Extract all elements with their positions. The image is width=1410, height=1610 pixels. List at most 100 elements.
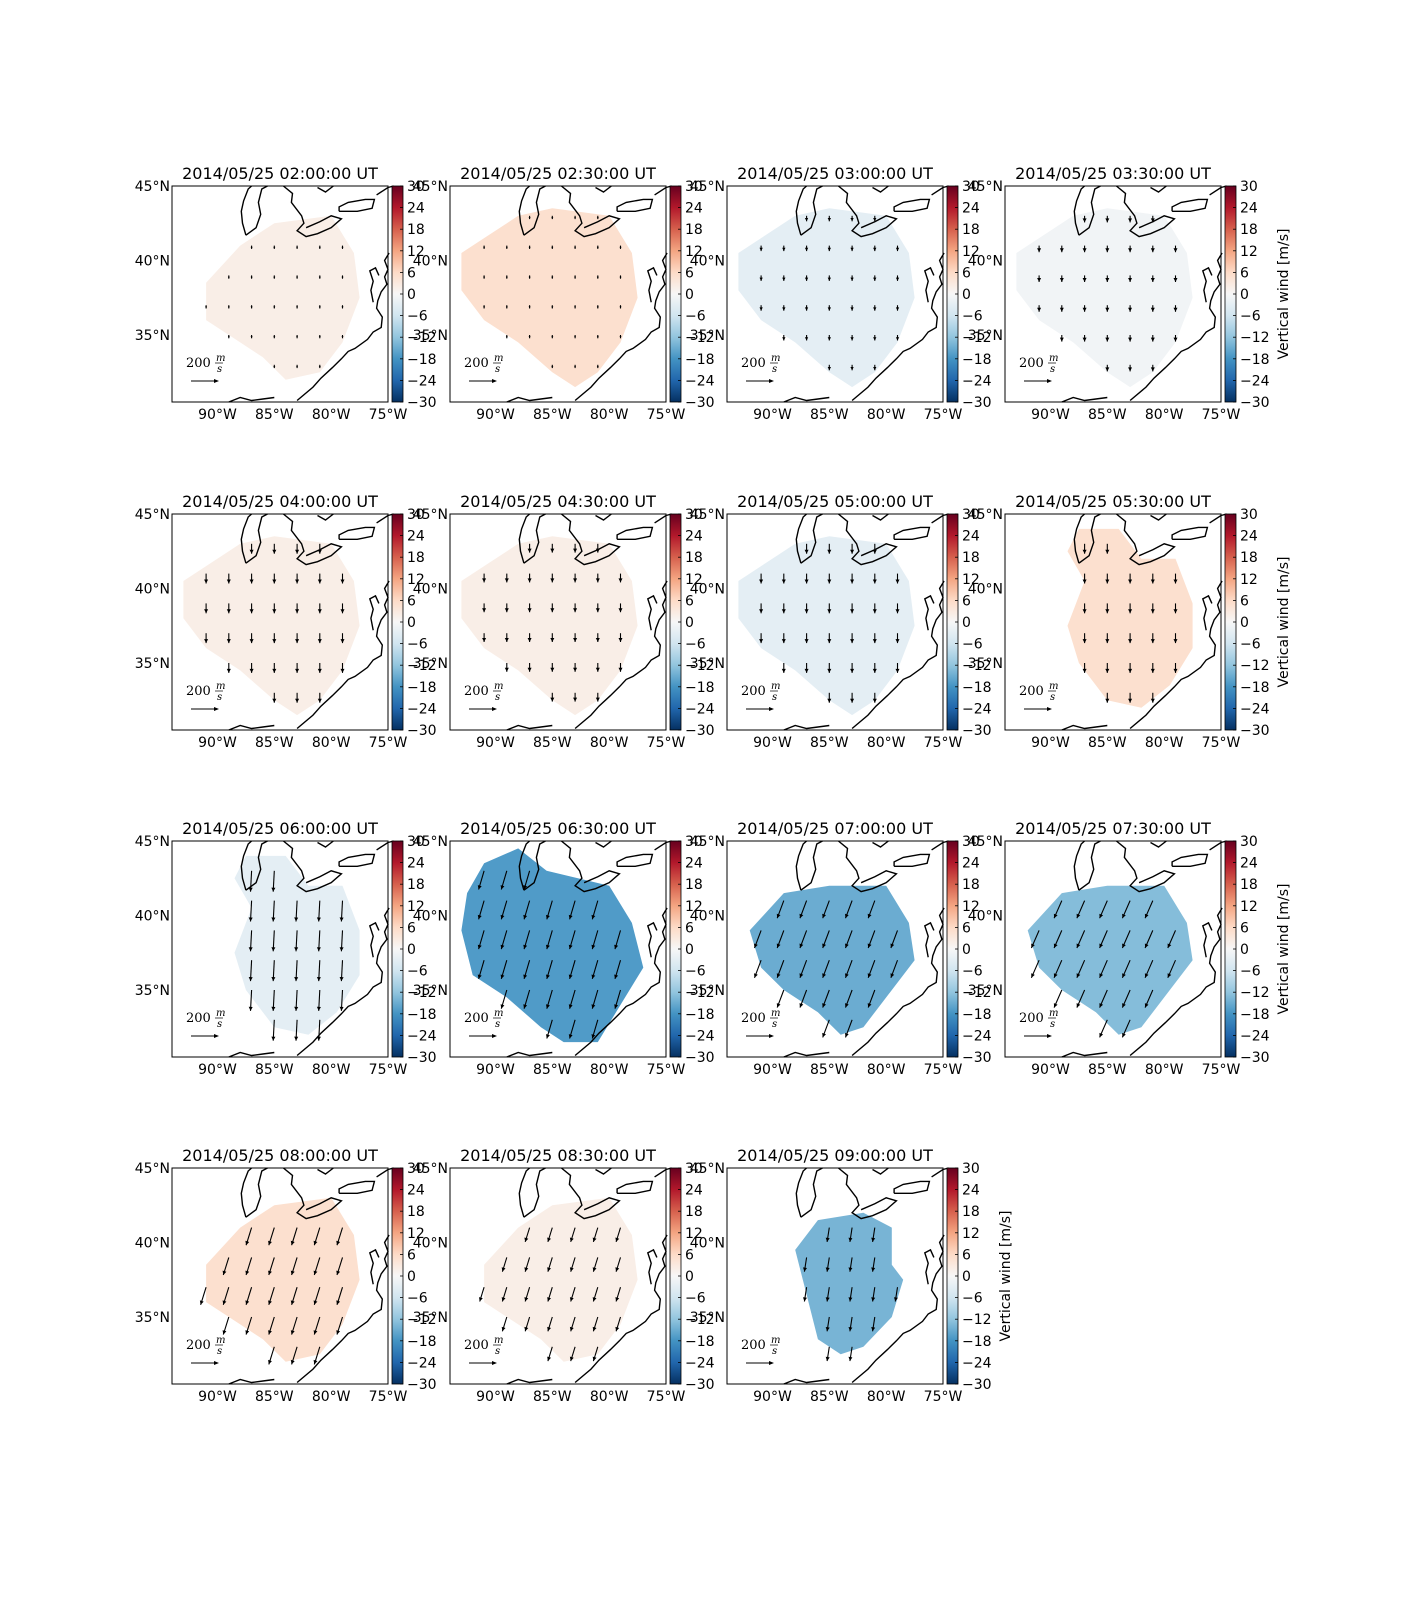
reference-vector-arrow-head (214, 1034, 219, 1038)
wind-arrow (1105, 663, 1110, 673)
wind-arrow (1128, 663, 1133, 673)
coastline (240, 513, 253, 564)
wind-arrow (273, 305, 276, 309)
colorbar-tick-label: −12 (962, 330, 992, 346)
wind-arrow (827, 663, 832, 673)
coastline (1201, 921, 1213, 958)
colorbar-label: Vertical wind [m/s] (1276, 884, 1292, 1015)
wind-arrow (523, 870, 531, 890)
colorbar-tick-label: 6 (1240, 593, 1249, 609)
wind-arrow (523, 930, 531, 950)
lat-tick-label: 35°N (413, 656, 448, 672)
wind-arrow-head (248, 917, 253, 922)
map-frame (171, 513, 389, 731)
colorbar-tick-label: −12 (1240, 658, 1270, 674)
wind-arrow (1037, 275, 1042, 282)
wind-arrow (250, 305, 253, 309)
reference-vector-value: 200 (1019, 684, 1044, 699)
colorbar-tick-label: 12 (685, 572, 703, 588)
colorbar-tick-label: 24 (1240, 201, 1258, 217)
panel-13: 2014/05/25 08:00:00 UT 200 ms 45°N 40°N 35°N 9… (135, 1146, 437, 1405)
colorbar-tick-label: 30 (1240, 179, 1258, 195)
wind-arrow (222, 1316, 230, 1335)
lat-tick-label: 35°N (968, 656, 1003, 672)
wind-arrow (1128, 215, 1132, 223)
wind-arrow-head (268, 1270, 272, 1275)
colorbar-tick-label: −24 (962, 373, 992, 389)
lat-tick-label: 45°N (135, 507, 170, 523)
lon-tick-label: 80°W (867, 735, 906, 751)
coastline (338, 1180, 376, 1194)
wind-arrow-head (1150, 609, 1155, 614)
wind-arrow-head (825, 1356, 830, 1362)
wind-arrow (550, 692, 555, 702)
wind-arrow-head (222, 1300, 227, 1305)
colorbar-tick-label: 24 (1240, 529, 1258, 545)
wind-arrow-head (296, 306, 298, 309)
wind-arrow (803, 1257, 808, 1272)
lon-tick-label: 85°W (255, 1062, 294, 1078)
map-frame (171, 185, 389, 403)
wind-arrow (1053, 959, 1063, 979)
wind-arrow (204, 603, 209, 614)
coastline (368, 266, 380, 303)
wind-arrow-head (477, 974, 482, 979)
coastline (228, 1378, 275, 1385)
wind-arrow (1059, 245, 1064, 253)
colorbar-tick-label: 18 (685, 222, 703, 238)
colorbar-tick-label: −12 (962, 658, 992, 674)
wind-arrow (799, 960, 808, 978)
wind-arrow (271, 900, 276, 922)
reference-vector-unit-den: s (772, 1346, 777, 1357)
wind-arrow-head (226, 668, 231, 673)
wind-arrow (248, 870, 253, 892)
wind-arrow (592, 1346, 599, 1362)
colorbar-tick-label: 6 (407, 920, 416, 936)
wind-arrow-head (822, 973, 826, 978)
wind-arrow-head (318, 246, 321, 249)
coastline (851, 907, 945, 1057)
wind-arrow (568, 930, 576, 950)
wind-arrow (273, 364, 276, 369)
wind-arrow-head (1105, 337, 1110, 342)
wind-arrow-head (528, 217, 531, 220)
wind-arrow-head (618, 578, 623, 583)
wind-arrow (1059, 335, 1064, 342)
reference-vector-unit-den: s (1050, 1019, 1055, 1030)
wind-arrow (547, 1257, 553, 1272)
coastline (376, 513, 394, 524)
wind-arrow-head (827, 579, 832, 584)
panel-title: 2014/05/25 02:00:00 UT (182, 164, 378, 183)
lon-tick-label: 90°W (1031, 1062, 1070, 1078)
wind-arrow (1150, 275, 1155, 282)
lon-tick-label: 85°W (533, 735, 572, 751)
wind-arrow (1053, 930, 1063, 949)
panel-10: 2014/05/25 06:30:00 UT 200 ms 45°N 40°N 35°N 9… (413, 819, 715, 1078)
reference-vector-unit-den: s (217, 1019, 222, 1030)
wind-arrow-head (1105, 248, 1110, 253)
wind-arrow (551, 335, 554, 339)
wind-arrow-head (573, 548, 578, 553)
colorbar-tick-label: −12 (407, 985, 437, 1001)
wind-arrow (227, 335, 230, 339)
wind-arrow (872, 663, 877, 673)
reference-vector-arrow-head (214, 379, 219, 383)
coastline (1073, 185, 1086, 236)
reference-vector-arrow-head (769, 379, 774, 383)
colorbar-label: Vertical wind [m/s] (1276, 557, 1292, 688)
wind-arrow-head (1128, 367, 1132, 372)
wind-arrow (827, 305, 831, 311)
wind-arrow (618, 603, 623, 613)
colorbar: 30 24 18 12 6 0 −6 −12 −18 −24 −30 (669, 834, 715, 1066)
wind-arrow-head (268, 1330, 272, 1335)
wind-arrow (759, 275, 763, 281)
wind-arrow-head (827, 549, 832, 554)
colorbar: 30 24 18 12 6 0 −6 −12 −18 −24 −30 (946, 179, 992, 411)
wind-arrow (1099, 959, 1108, 979)
wind-arrow (290, 1316, 298, 1335)
wind-arrow-head (290, 1359, 295, 1365)
wind-arrow-head (1150, 307, 1155, 312)
reference-vector-unit-num: m (216, 681, 225, 692)
lon-tick-label: 75°W (647, 1389, 686, 1405)
lon-tick-label: 90°W (476, 407, 515, 423)
